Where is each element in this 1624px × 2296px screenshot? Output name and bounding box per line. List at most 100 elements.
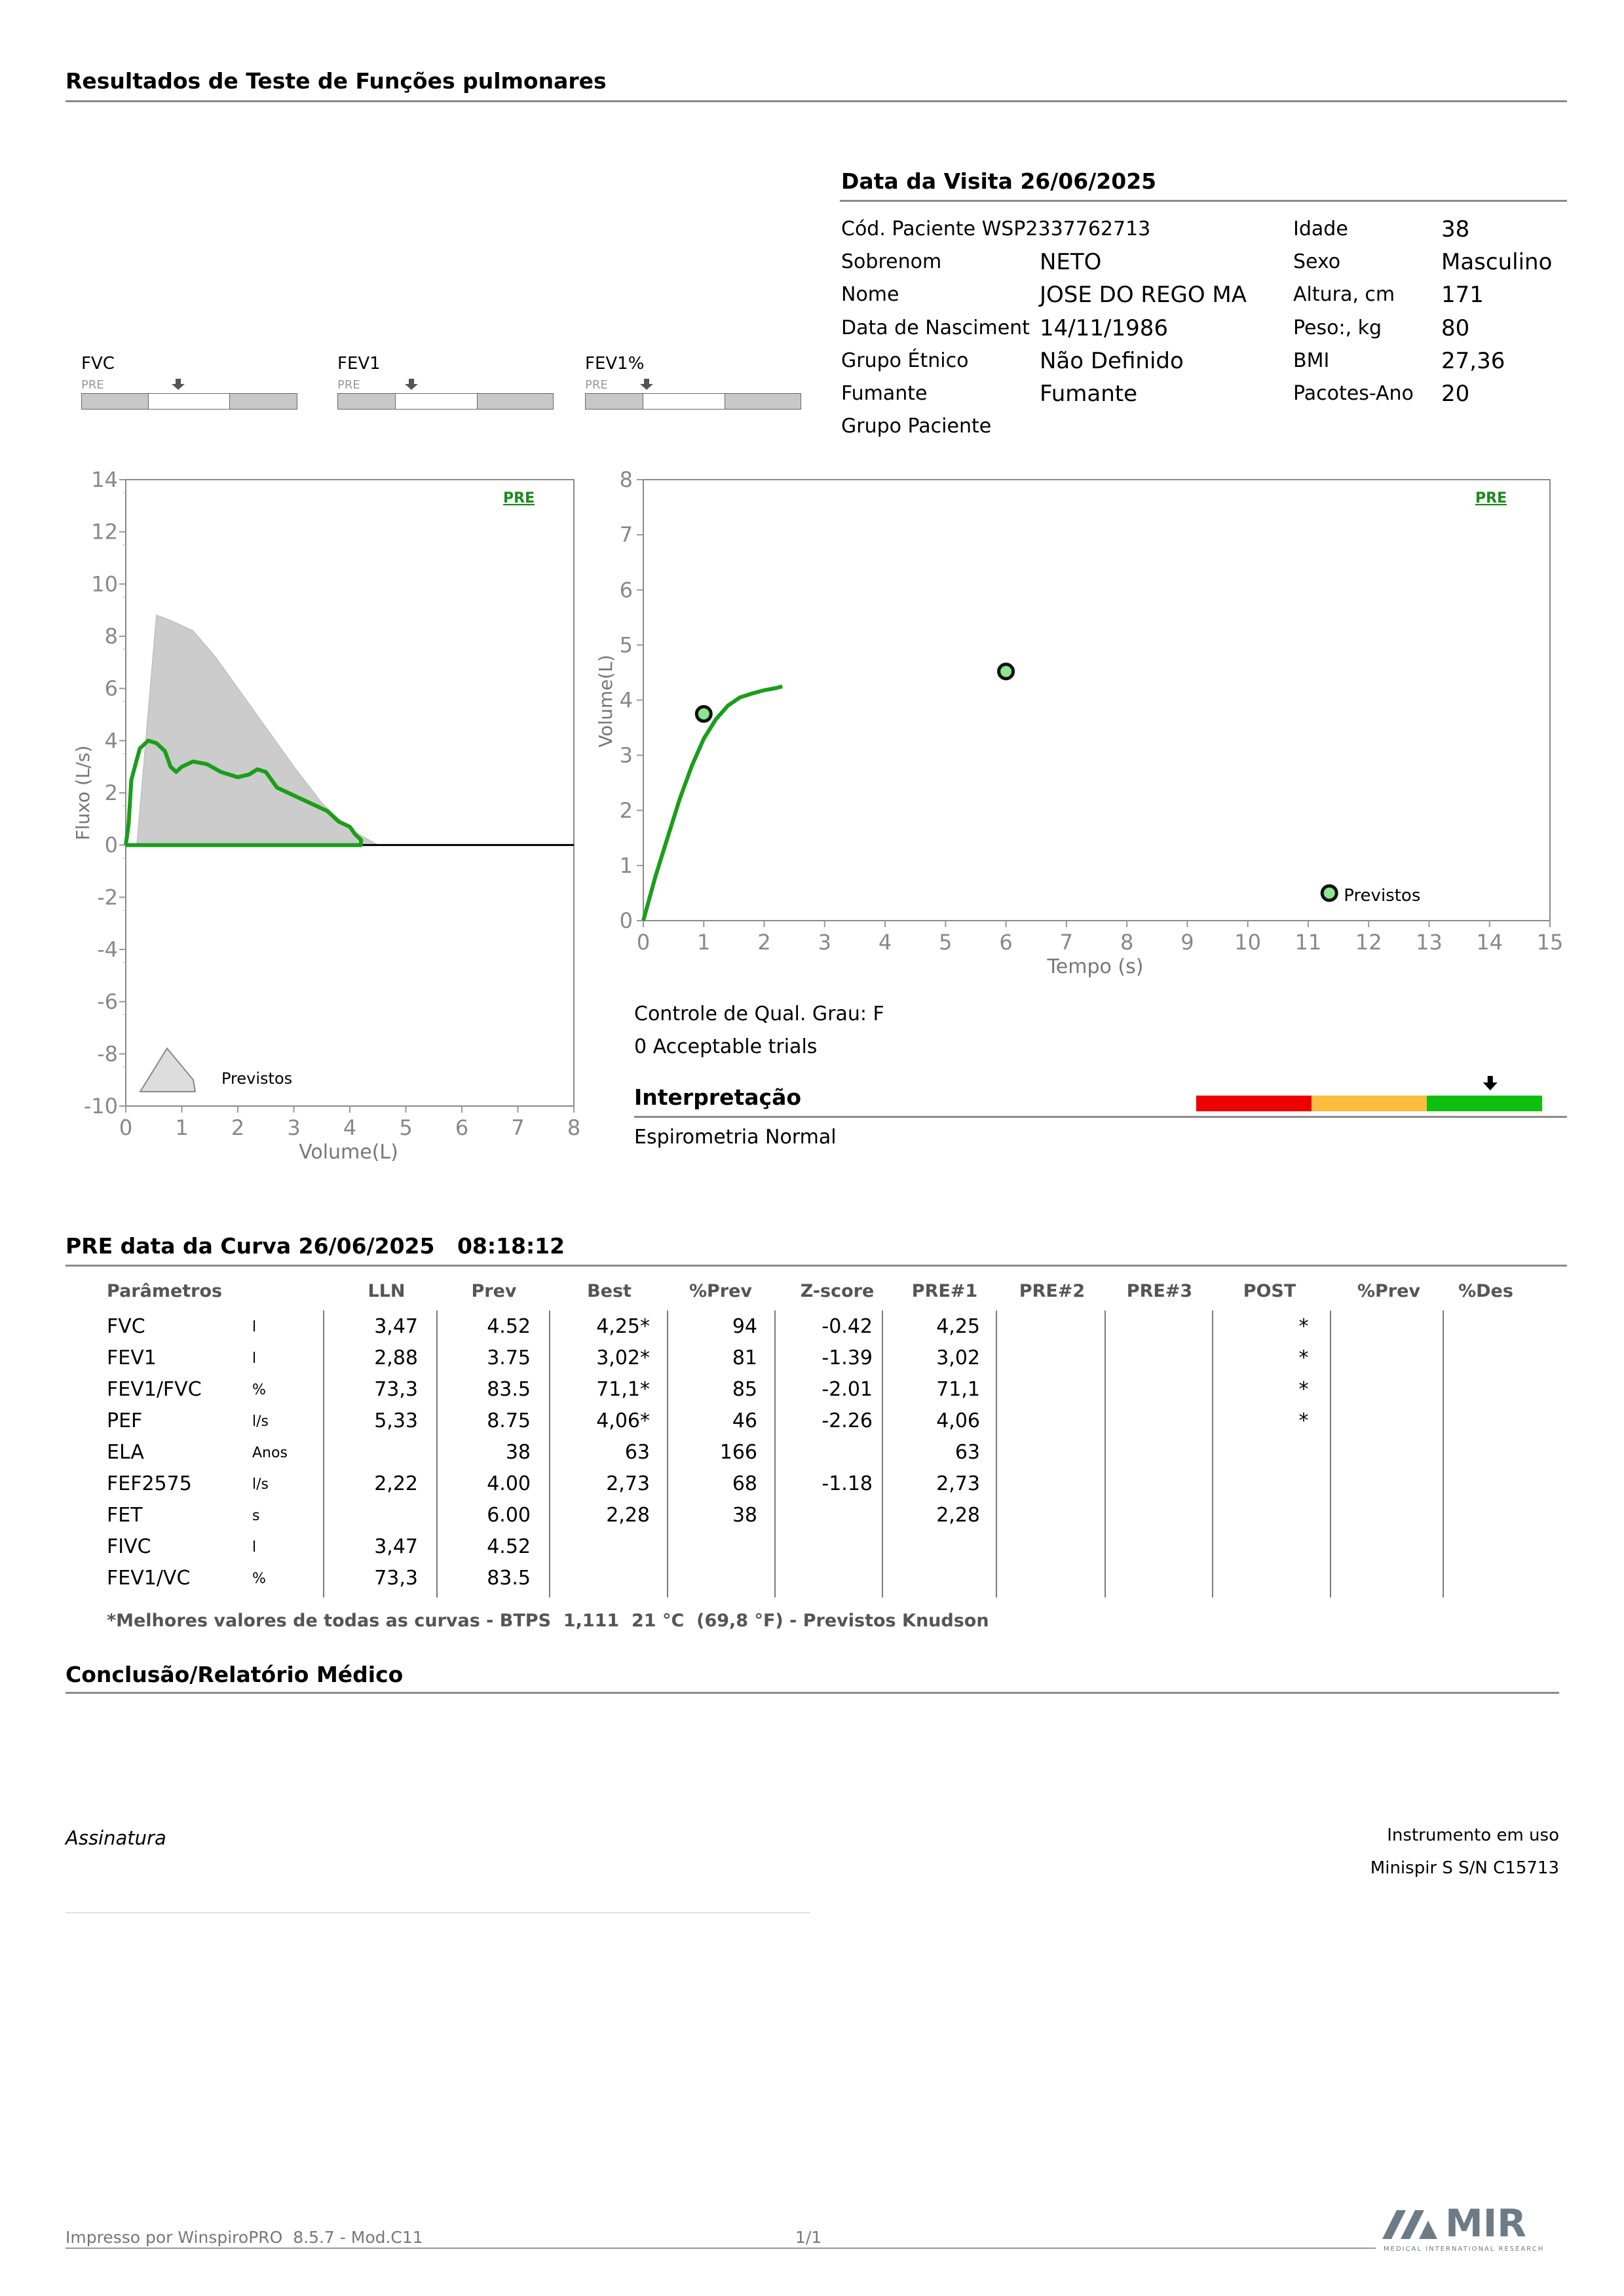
x-tick-label: 4 bbox=[343, 1115, 356, 1140]
mir-logo-text: MIR bbox=[1445, 2201, 1526, 2246]
quality-trials: 0 Acceptable trials bbox=[634, 1035, 818, 1058]
cell-pprev: 166 bbox=[719, 1441, 757, 1464]
birth-value: 14/11/1986 bbox=[1040, 315, 1168, 341]
cell-best: 2,73 bbox=[606, 1472, 650, 1495]
x-tick-label: 10 bbox=[1234, 930, 1261, 955]
arrow-down-icon bbox=[1482, 1076, 1498, 1090]
cell-unit: % bbox=[252, 1571, 266, 1587]
quality-grade: Controle de Qual. Grau: F bbox=[634, 1003, 884, 1025]
predicted-marker-label: Previstos bbox=[1344, 886, 1420, 906]
y-tick-label: 2 bbox=[620, 798, 633, 823]
cell-param: ELA bbox=[107, 1441, 144, 1464]
flow-xlabel: Volume(L) bbox=[299, 1141, 398, 1164]
indicator-sub: PRE bbox=[337, 378, 360, 392]
cell-lln: 3,47 bbox=[374, 1315, 418, 1338]
col-divider bbox=[549, 1311, 550, 1598]
cell-z: -1.39 bbox=[821, 1347, 873, 1369]
cell-post: * bbox=[1298, 1378, 1309, 1401]
volume-time-curve bbox=[641, 684, 783, 921]
th-post: POST bbox=[1243, 1281, 1296, 1301]
x-tick-label: 3 bbox=[287, 1115, 300, 1140]
th-pre3: PRE#3 bbox=[1126, 1281, 1193, 1301]
th-post-pprev: %Prev bbox=[1357, 1281, 1421, 1301]
predicted-marker bbox=[694, 705, 713, 723]
y-tick-label: 0 bbox=[105, 833, 118, 858]
instrument-value: Minispir S S/N C15713 bbox=[1370, 1858, 1559, 1878]
flow-pre-label: PRE bbox=[503, 490, 535, 507]
y-tick-label: 8 bbox=[620, 467, 633, 492]
weight-label: Peso:, kg bbox=[1293, 316, 1382, 339]
sex-value: Masculino bbox=[1441, 249, 1553, 275]
x-tick-label: 8 bbox=[1120, 930, 1133, 955]
cell-best: 63 bbox=[624, 1441, 650, 1464]
cell-pre1: 4,25 bbox=[936, 1315, 980, 1338]
cell-prev: 83.5 bbox=[487, 1378, 531, 1401]
y-tick-label: 4 bbox=[620, 688, 633, 713]
x-tick-label: 4 bbox=[878, 930, 892, 955]
header-divider bbox=[66, 100, 1567, 102]
instrument-label: Instrumento em uso bbox=[1387, 1826, 1559, 1845]
indicator-sub: PRE bbox=[585, 378, 608, 392]
cell-pprev: 94 bbox=[732, 1315, 757, 1338]
x-tick-label: 6 bbox=[455, 1115, 468, 1140]
cell-pprev: 85 bbox=[732, 1378, 757, 1401]
x-tick-label: 7 bbox=[1060, 930, 1073, 955]
cell-lln: 73,3 bbox=[374, 1378, 418, 1401]
col-divider bbox=[1330, 1311, 1331, 1598]
y-tick-label: -10 bbox=[84, 1094, 118, 1119]
cell-prev: 3.75 bbox=[487, 1347, 531, 1369]
y-tick-label: -8 bbox=[97, 1041, 118, 1066]
th-pre2: PRE#2 bbox=[1019, 1281, 1086, 1301]
cell-pprev: 38 bbox=[732, 1504, 757, 1527]
cell-lln: 3,47 bbox=[374, 1535, 418, 1558]
cell-post: * bbox=[1298, 1409, 1309, 1432]
cell-z: -1.18 bbox=[821, 1472, 873, 1495]
th-zscore: Z-score bbox=[800, 1281, 875, 1301]
col-divider bbox=[996, 1311, 997, 1598]
interpretation-segment-yellow bbox=[1312, 1096, 1427, 1111]
y-tick-label: 14 bbox=[91, 467, 118, 492]
x-tick-label: 14 bbox=[1476, 930, 1503, 955]
cell-param: FET bbox=[107, 1504, 143, 1527]
arrow-down-icon bbox=[640, 379, 653, 390]
th-pre1: PRE#1 bbox=[911, 1281, 978, 1301]
cell-unit: % bbox=[252, 1382, 266, 1398]
visit-divider bbox=[840, 200, 1567, 202]
x-tick-label: 1 bbox=[697, 930, 710, 955]
cell-pprev: 46 bbox=[732, 1409, 757, 1432]
col-divider bbox=[1105, 1311, 1106, 1598]
curve-section-divider bbox=[66, 1265, 1567, 1267]
surname-value: NETO bbox=[1040, 249, 1102, 275]
height-label: Altura, cm bbox=[1293, 283, 1395, 306]
conclusion-divider bbox=[66, 1692, 1559, 1694]
cell-best: 3,02* bbox=[596, 1347, 650, 1369]
cell-z: -0.42 bbox=[821, 1315, 873, 1338]
cell-pre1: 3,02 bbox=[936, 1347, 980, 1369]
th-pdes: %Des bbox=[1458, 1281, 1513, 1301]
cell-lln: 2,22 bbox=[374, 1472, 418, 1495]
th-best: Best bbox=[587, 1281, 632, 1301]
patient-group-label: Grupo Paciente bbox=[841, 415, 992, 438]
cell-prev: 8.75 bbox=[487, 1409, 531, 1432]
cell-best: 4,25* bbox=[596, 1315, 650, 1338]
cell-lln: 2,88 bbox=[374, 1347, 418, 1369]
mir-logo-icon bbox=[1382, 2210, 1437, 2239]
y-tick-label: 4 bbox=[105, 728, 118, 753]
th-prev: Prev bbox=[471, 1281, 517, 1301]
cell-pre1: 63 bbox=[954, 1441, 980, 1464]
cell-best: 2,28 bbox=[606, 1504, 650, 1527]
signature-line bbox=[66, 1912, 810, 1913]
name-label: Nome bbox=[841, 283, 899, 306]
th-lln: LLN bbox=[368, 1281, 406, 1301]
col-divider bbox=[882, 1311, 883, 1598]
indicator-label: FEV1% bbox=[585, 354, 645, 373]
cell-prev: 6.00 bbox=[487, 1504, 531, 1527]
x-tick-label: 13 bbox=[1416, 930, 1443, 955]
col-divider bbox=[1443, 1311, 1444, 1598]
interpretation-divider bbox=[634, 1116, 1567, 1118]
col-divider bbox=[436, 1311, 438, 1598]
interpretation-text: Espirometria Normal bbox=[634, 1126, 837, 1149]
indicator-sub: PRE bbox=[81, 378, 104, 392]
